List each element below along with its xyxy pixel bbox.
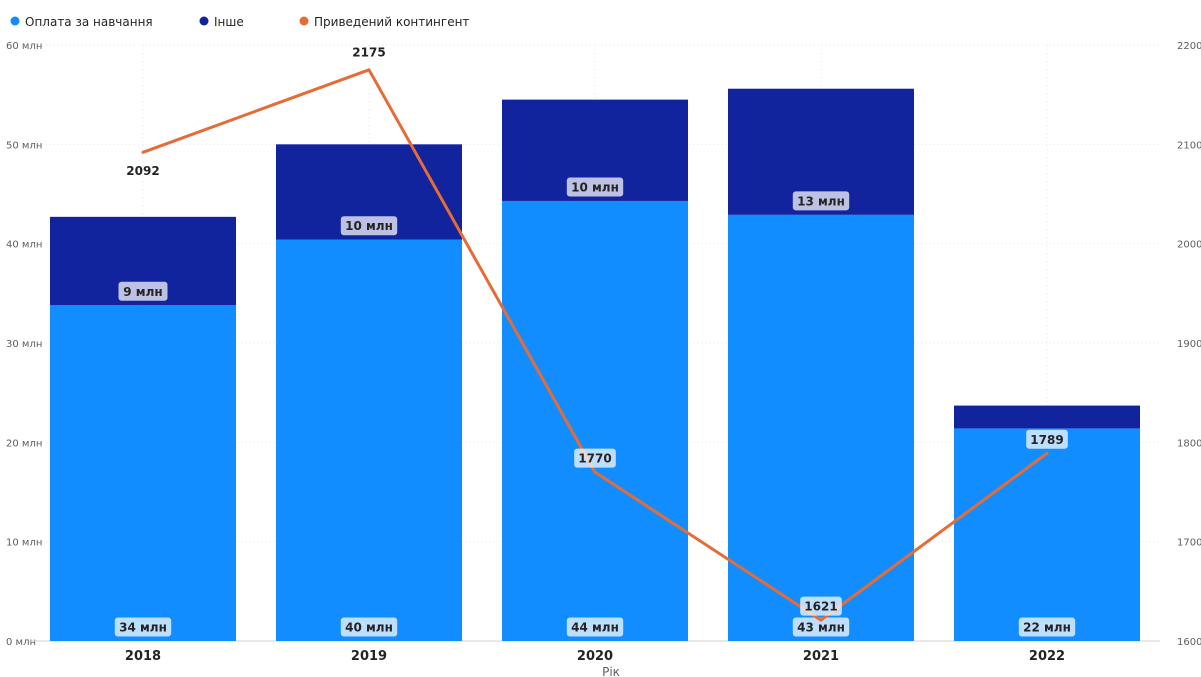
legend-tuition-marker [10, 16, 20, 26]
left-axis-tick-label: 50 млн [6, 140, 42, 151]
right-axis-tick-label: 1700 [1177, 538, 1201, 549]
right-axis-tick-label: 1800 [1177, 438, 1201, 449]
bar-data-label-background [340, 617, 398, 637]
bar-data-label: 22 млн [1023, 621, 1071, 635]
right-axis-tick-label: 1900 [1177, 339, 1201, 350]
right-axis-tick-label: 2000 [1177, 240, 1201, 251]
left-axis-tick-label: 20 млн [6, 438, 42, 449]
bar-data-label-background [792, 191, 850, 211]
line-data-label: 1789 [1030, 433, 1063, 447]
bar-data-label: 34 млн [119, 621, 167, 635]
right-axis-tick-label: 2100 [1177, 140, 1201, 151]
bar-Інше [954, 405, 1140, 429]
line-point [1045, 451, 1049, 455]
x-axis-tick-label: 2022 [1029, 649, 1065, 664]
bar-Оплата за навчання [50, 305, 236, 641]
bar-data-label: 44 млн [571, 621, 619, 635]
legend-other-label: Інше [214, 15, 244, 29]
line-point [367, 68, 371, 72]
line-data-label: 2092 [126, 164, 159, 178]
left-axis-tick-label: 0 млн [6, 637, 36, 648]
line-data-label: 1770 [578, 452, 611, 466]
bar-data-label: 13 млн [797, 194, 845, 208]
line-point [819, 618, 823, 622]
x-axis-title: Рік [602, 665, 620, 677]
bar-data-label: 40 млн [345, 621, 393, 635]
right-axis-tick-label: 1600 [1177, 637, 1201, 648]
x-axis-tick-label: 2019 [351, 649, 387, 664]
legend-contingent-marker [299, 16, 309, 26]
bar-Оплата за навчання [276, 239, 462, 641]
left-axis-tick-label: 60 млн [6, 41, 42, 52]
bar-data-label-background [118, 281, 168, 301]
line-data-label-background [800, 596, 842, 616]
bar-Оплата за навчання [502, 200, 688, 641]
line-point [593, 470, 597, 474]
bar-data-label: 10 млн [345, 219, 393, 233]
line-data-label: 2175 [352, 45, 385, 59]
line-point [141, 150, 145, 154]
left-axis-tick-label: 40 млн [6, 240, 42, 251]
bar-data-label-background [566, 177, 624, 197]
bar-data-label: 9 млн [123, 285, 162, 299]
x-axis-tick-label: 2021 [803, 649, 839, 664]
bar-data-label: 43 млн [797, 621, 845, 635]
right-axis-tick-label: 2200 [1177, 41, 1201, 52]
bar-data-label: 10 млн [571, 180, 619, 194]
left-axis-tick-label: 30 млн [6, 339, 42, 350]
line-data-label-background [1026, 429, 1068, 449]
legend-tuition-label: Оплата за навчання [25, 15, 153, 29]
bar-data-label-background [340, 216, 398, 236]
line-data-label: 1621 [804, 600, 837, 614]
bar-data-label-background [792, 617, 850, 637]
left-axis-tick-label: 10 млн [6, 538, 42, 549]
x-axis-tick-label: 2020 [577, 649, 613, 664]
bar-data-label-background [114, 617, 172, 637]
legend-other-marker [199, 16, 209, 26]
bar-data-label-background [566, 617, 624, 637]
line-data-label-background [574, 448, 616, 468]
x-axis-tick-label: 2018 [125, 649, 161, 664]
legend-contingent-label: Приведений контингент [314, 15, 469, 29]
bar-Оплата за навчання [728, 214, 914, 642]
bar-Оплата за навчання [954, 428, 1140, 641]
bar-data-label-background [1018, 617, 1076, 637]
